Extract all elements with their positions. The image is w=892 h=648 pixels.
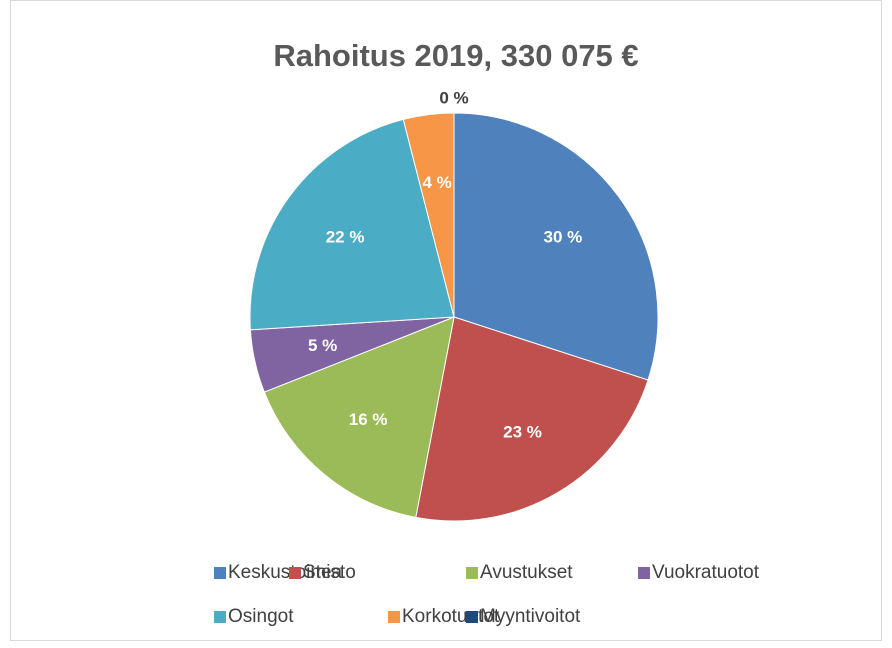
- legend-swatch: [214, 611, 226, 623]
- pie-slice: [453, 112, 659, 381]
- legend-label: Myyntivoitot: [480, 606, 581, 627]
- legend-swatch: [466, 567, 478, 579]
- legend-label: Osingot: [228, 606, 294, 627]
- data-label: 23 %: [503, 422, 542, 441]
- data-label: 22 %: [326, 227, 365, 246]
- data-label: 4 %: [422, 173, 451, 192]
- data-label: 30 %: [544, 227, 583, 246]
- legend-label: Avustukset: [480, 562, 573, 583]
- data-label: 0 %: [439, 88, 468, 107]
- data-label: 5 %: [308, 336, 337, 355]
- legend-swatch: [388, 611, 400, 623]
- pie-slice: [249, 118, 455, 331]
- pie-slice: [263, 316, 455, 518]
- legend-label: Stea: [303, 562, 343, 583]
- legend-swatch: [214, 567, 226, 579]
- pie-slice: [415, 316, 649, 522]
- data-label: 16 %: [349, 410, 388, 429]
- legend-swatch: [466, 611, 478, 623]
- chart-title: Rahoitus 2019, 330 075 €: [273, 38, 638, 73]
- legend-label: Vuokratuotot: [652, 562, 760, 583]
- legend-swatch: [289, 567, 301, 579]
- legend-swatch: [638, 567, 650, 579]
